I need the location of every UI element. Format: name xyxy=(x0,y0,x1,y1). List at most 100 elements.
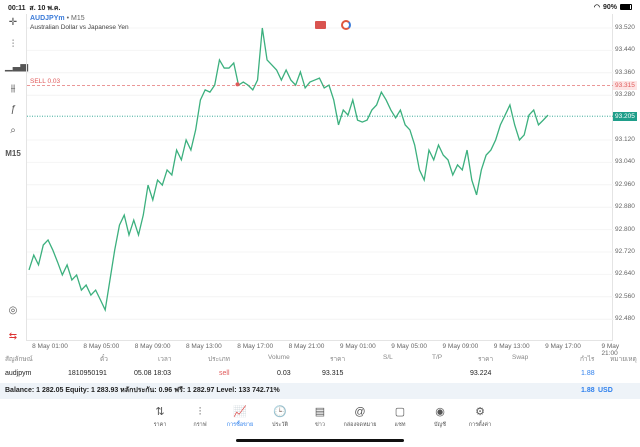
price-axis-label: 92.640 xyxy=(615,270,635,278)
time-axis-label: 8 May 13:00 xyxy=(186,343,222,350)
current-price-tag: 93.205 xyxy=(613,112,637,121)
battery-level: 90% xyxy=(602,3,617,11)
price-axis-label: 93.280 xyxy=(615,91,635,99)
price-axis-label: 93.440 xyxy=(615,46,635,54)
clock: 00:11 xyxy=(8,5,26,12)
total-profit: 1.88 xyxy=(581,387,595,394)
price-axis-label: 92.880 xyxy=(615,203,635,211)
cell-time: 05.08 18:03 xyxy=(134,370,171,377)
cell-volume: 0.03 xyxy=(277,370,291,377)
nav-item[interactable]: ⫶ กราฟ xyxy=(180,405,220,433)
price-axis-label: 93.120 xyxy=(615,136,635,143)
nav-icon: ⚙ xyxy=(475,406,485,418)
timeframe-button[interactable]: M15 xyxy=(5,149,21,158)
nav-icon: ⫶ xyxy=(198,406,202,418)
time-axis-label: 9 May 17:00 xyxy=(545,343,581,350)
bottom-nav: ⇅ ราคา ⫶ กราฟ 📈 การซื้อขาย 🕒 ประวัติ ▤ ข่าว @ กล่อง… xyxy=(140,405,500,433)
column-header: กำไร xyxy=(580,356,595,363)
flag-icon[interactable] xyxy=(315,21,326,29)
cell-price: 93.224 xyxy=(470,370,492,377)
chart-toolbar: ✛ ⫶ ▁▃▅ ⫵ ƒ ⌕ M15 ◎ ⇆ xyxy=(0,14,29,344)
sliders-icon[interactable]: ⫵ xyxy=(10,83,16,94)
cell-type: sell xyxy=(219,370,230,377)
cell-ticket: 1810950191 xyxy=(68,370,107,377)
sell-price-tag: 93.315 xyxy=(613,81,637,90)
balance-summary: Balance: 1 282.05 Equity: 1 283.93 หลักป… xyxy=(5,387,280,394)
nav-label: ข่าว xyxy=(315,422,325,428)
nav-label: การซื้อขาย xyxy=(226,422,254,428)
time-axis-label: 9 May 21:00 xyxy=(601,343,620,357)
nav-label: บัญชี xyxy=(434,422,446,428)
chart-symbol: AUDJPYm • M15 xyxy=(30,15,85,22)
column-header: หมายเหตุ xyxy=(610,356,637,363)
column-header: ตั๋ว xyxy=(100,356,108,363)
chart-zoom-icon[interactable]: ◎ xyxy=(8,305,18,316)
positions-header: สัญลักษณ์ ตั๋ว เวลา ประเภท Volume ราคา S/L T/P ร… xyxy=(0,354,640,366)
table-row[interactable]: audjpym 1810950191 05.08 18:03 sell 0.03… xyxy=(0,370,640,382)
candlestick-icon[interactable]: ⫶ xyxy=(11,39,15,50)
price-line xyxy=(28,27,549,313)
chart-canvas xyxy=(27,27,614,320)
price-axis-label: 92.960 xyxy=(615,180,635,188)
price-axis-label: 93.040 xyxy=(615,158,635,166)
chart-description: Australian Dollar vs Japanese Yen xyxy=(30,24,129,31)
battery-icon xyxy=(620,4,632,10)
nav-label: กล่องจดหมาย xyxy=(343,422,377,428)
nav-label: การตั้งค่า xyxy=(468,422,492,428)
entry-marker xyxy=(235,82,240,87)
column-header: ราคา xyxy=(478,356,494,363)
column-header: เวลา xyxy=(158,356,172,363)
price-axis-label: 92.800 xyxy=(615,225,635,233)
price-axis-label: 93.520 xyxy=(615,24,635,31)
column-header: T/P xyxy=(432,354,443,361)
time-axis-label: 8 May 09:00 xyxy=(134,343,171,350)
nav-item[interactable]: ⚙ การตั้งค่า xyxy=(460,405,500,433)
nav-item[interactable]: @ กล่องจดหมาย xyxy=(340,405,380,433)
function-icon[interactable]: ƒ xyxy=(10,104,16,115)
time-axis-label: 9 May 05:00 xyxy=(391,343,427,350)
nav-label: ประวัติ xyxy=(271,422,289,428)
nav-item[interactable]: ▢ แชท xyxy=(380,405,420,433)
trade-icon[interactable]: ⇆ xyxy=(8,331,18,342)
wifi-icon: ◠ xyxy=(593,4,600,11)
nav-label: แชท xyxy=(394,422,406,428)
nav-item[interactable]: 📈 การซื้อขาย xyxy=(220,405,260,433)
cell-open-price: 93.315 xyxy=(322,370,344,377)
nav-icon: ▤ xyxy=(314,406,326,418)
price-axis-label: 92.720 xyxy=(615,248,635,255)
time-axis-label: 9 May 01:00 xyxy=(339,343,376,350)
nav-label: กราฟ xyxy=(193,422,207,428)
price-axis-label: 93.360 xyxy=(615,68,635,76)
price-chart[interactable] xyxy=(26,14,614,341)
price-axis-label: 92.560 xyxy=(615,292,635,300)
nav-icon: ▢ xyxy=(394,406,406,418)
nav-item[interactable]: ▤ ข่าว xyxy=(300,405,340,433)
objects-icon[interactable]: ⌕ xyxy=(10,125,16,136)
column-header: Swap xyxy=(512,354,529,361)
sell-order-label: SELL 0.03 xyxy=(30,78,61,85)
nav-icon: ⇅ xyxy=(155,406,165,418)
time-axis-label: 9 May 09:00 xyxy=(442,343,479,350)
column-header: Volume xyxy=(268,354,290,361)
time-axis-label: 8 May 17:00 xyxy=(237,343,274,350)
nav-item[interactable]: ◉ บัญชี xyxy=(420,405,460,433)
time-axis-label: 8 May 21:00 xyxy=(288,343,325,350)
date: ส. 10 พ.ค. xyxy=(29,5,61,12)
nav-item[interactable]: ⇅ ราคา xyxy=(140,405,180,433)
status-bar: 00:11 ส. 10 พ.ค. ◠ 90% xyxy=(0,0,640,13)
crosshair-icon[interactable]: ✛ xyxy=(8,17,18,28)
time-axis-label: 8 May 05:00 xyxy=(83,343,120,350)
column-header: S/L xyxy=(383,354,393,361)
home-indicator xyxy=(236,439,404,442)
nav-label: ราคา xyxy=(153,422,167,428)
cell-profit: 1.88 xyxy=(581,370,595,377)
nav-item[interactable]: 🕒 ประวัติ xyxy=(260,405,300,433)
balance-bar: Balance: 1 282.05 Equity: 1 283.93 หลักป… xyxy=(0,383,640,399)
price-axis-label: 92.480 xyxy=(615,315,635,323)
column-header: สัญลักษณ์ xyxy=(5,356,33,363)
one-click-trading-icon[interactable] xyxy=(341,20,351,30)
time-axis-label: 8 May 01:00 xyxy=(32,343,68,350)
nav-icon: @ xyxy=(354,406,366,418)
indicators-icon[interactable]: ▁▃▅ xyxy=(5,61,29,72)
nav-icon: ◉ xyxy=(435,406,445,418)
